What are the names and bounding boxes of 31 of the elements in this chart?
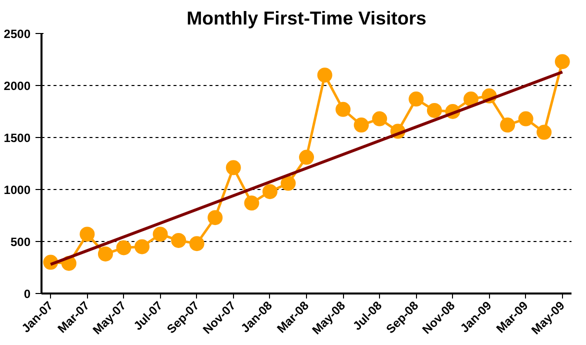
point: [80, 226, 95, 242]
point: [152, 226, 168, 242]
y-tick-label: 0: [24, 287, 31, 301]
point: [262, 184, 278, 200]
point: [189, 236, 204, 252]
point: [336, 102, 351, 117]
point: [372, 111, 388, 126]
point: [134, 239, 150, 254]
point: [98, 246, 113, 262]
y-tick-label: 2500: [4, 27, 31, 41]
point: [171, 232, 186, 248]
point: [500, 118, 516, 133]
point: [226, 160, 241, 176]
chart-title: Monthly First-Time Visitors: [186, 8, 426, 28]
y-tick-label: 500: [10, 235, 31, 249]
point: [208, 210, 223, 226]
point: [408, 92, 424, 107]
y-tick-label: 1500: [4, 131, 31, 145]
point: [244, 196, 260, 211]
point: [116, 240, 132, 256]
y-tick-label: 1000: [4, 183, 31, 197]
point: [280, 176, 296, 191]
point: [299, 150, 314, 165]
point: [518, 111, 534, 126]
point: [317, 68, 332, 83]
point: [426, 102, 442, 118]
point: [463, 92, 478, 107]
point: [554, 54, 570, 70]
y-tick-label: 2000: [4, 79, 31, 93]
point: [536, 124, 552, 140]
point: [354, 118, 369, 133]
